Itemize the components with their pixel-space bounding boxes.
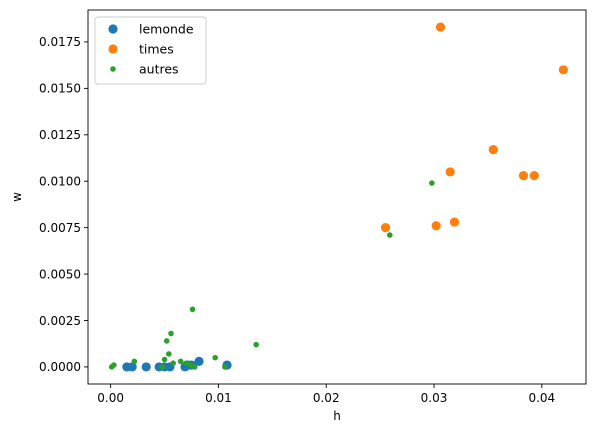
data-point-autres [429, 180, 435, 186]
x-tick-label: 0.00 [97, 391, 124, 405]
legend-label-lemonde: lemonde [139, 22, 194, 37]
legend: lemonde times autres [94, 16, 207, 85]
points-layer [108, 22, 568, 372]
data-point-autres [159, 364, 166, 370]
x-axis-ticks: 0.00 0.01 0.02 0.03 0.04 [97, 384, 555, 405]
data-point-autres [183, 360, 189, 367]
y-tick-label: 0.0025 [39, 314, 81, 328]
data-point-times [488, 145, 498, 155]
x-tick-label: 0.02 [313, 391, 340, 405]
y-axis-ticks: 0.0000 0.0025 0.0050 0.0075 0.0100 0.0125 0.01… [39, 35, 88, 374]
data-point-times [435, 22, 446, 32]
data-point-autres [387, 232, 393, 238]
y-tick-label: 0.0150 [39, 82, 81, 96]
legend-marker-lemonde [108, 24, 118, 34]
data-point-lemonde [194, 356, 204, 366]
x-axis-label: h [333, 409, 341, 423]
data-point-lemonde [141, 362, 151, 372]
data-point-autres [163, 338, 170, 344]
data-point-autres [111, 362, 117, 368]
x-tick-label: 0.01 [205, 391, 232, 405]
data-point-autres [161, 356, 168, 363]
data-point-times [449, 217, 460, 227]
data-point-autres [131, 358, 138, 365]
plot-frame [87, 9, 587, 385]
data-point-autres [166, 351, 172, 357]
y-tick-label: 0.0075 [39, 221, 81, 235]
data-point-times [558, 65, 568, 75]
x-tick-label: 0.04 [528, 391, 555, 405]
data-point-lemonde [127, 362, 137, 372]
data-point-autres [189, 306, 196, 313]
y-tick-label: 0.0050 [39, 267, 81, 281]
legend-box [94, 16, 207, 85]
y-tick-label: 0.0175 [39, 35, 81, 49]
x-tick-label: 0.03 [421, 391, 448, 405]
data-point-autres [191, 364, 198, 370]
data-point-times [431, 221, 441, 231]
data-point-autres [177, 358, 184, 365]
data-point-autres [168, 330, 174, 337]
data-point-autres [222, 364, 228, 370]
data-point-times [380, 223, 391, 233]
data-point-autres [170, 360, 176, 367]
y-tick-label: 0.0125 [39, 128, 81, 142]
data-point-autres [212, 354, 218, 361]
data-point-autres [187, 362, 194, 368]
data-point-times [518, 171, 529, 181]
legend-marker-autres [110, 66, 116, 72]
legend-marker-times [108, 44, 118, 54]
y-tick-label: 0.0100 [39, 175, 81, 189]
data-point-times [445, 167, 455, 177]
data-point-autres [253, 341, 259, 348]
y-tick-label: 0.0000 [39, 360, 81, 374]
y-axis-label: w [10, 192, 24, 202]
legend-label-autres: autres [139, 62, 179, 77]
legend-label-times: times [139, 42, 174, 57]
data-point-times [529, 171, 539, 181]
